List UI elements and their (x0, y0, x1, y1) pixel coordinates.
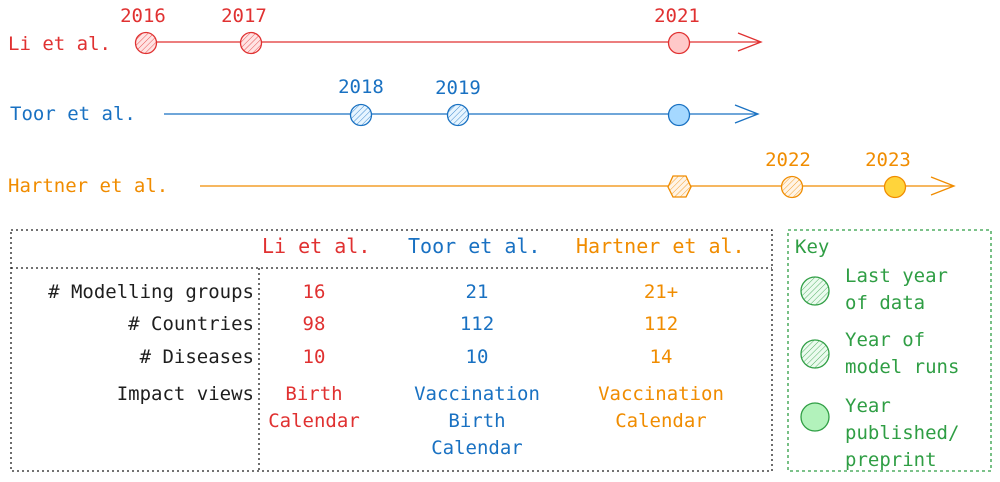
table-row-label: # Countries (128, 313, 254, 335)
hartner-marker-2021 (667, 175, 692, 198)
table-cell-line: 98 (302, 313, 326, 335)
toor-marker-2019 (446, 103, 470, 127)
toor-year-2018: 2018 (338, 76, 384, 98)
toor-marker-published (667, 103, 691, 127)
key-item-line: Year of (845, 329, 926, 351)
table-cell: 14 (650, 344, 673, 371)
table-cell: 10 (466, 344, 489, 371)
table-cell-line: Birth (285, 383, 343, 405)
key-model-runs-swatch (800, 339, 830, 369)
table-cell-line: 21 (465, 281, 489, 303)
table-cell-line: 112 (643, 313, 679, 335)
toor-marker-2018 (349, 103, 373, 127)
key-item-line: model runs (845, 356, 960, 378)
table-cell: 21 (466, 279, 489, 306)
toor-arrowhead (734, 104, 760, 124)
key-title: Key (795, 236, 830, 258)
key-swatches (800, 276, 830, 432)
table-cell: 16 (303, 279, 326, 306)
table-cell: Vaccination Calendar (598, 381, 724, 435)
hartner-arrowhead (930, 176, 956, 196)
key-item-label: Year of model runs (845, 327, 959, 381)
key-last-year-swatch (800, 276, 830, 306)
key-item-line: Year (845, 395, 891, 417)
li-year-2021: 2021 (654, 5, 700, 27)
toor-year-2019: 2019 (435, 77, 481, 99)
li-year-2017: 2017 (221, 5, 267, 27)
table-cell-line: Calendar (431, 437, 523, 459)
li-timeline-label: Li et al. (8, 33, 111, 55)
key-item-label: Last year of data (845, 263, 948, 317)
table-cell-line: Calendar (268, 410, 360, 432)
table-cell-line: 112 (459, 313, 495, 335)
li-arrowhead (737, 32, 763, 52)
li-marker-2016 (134, 31, 158, 55)
toor-timeline-label: Toor et al. (10, 103, 136, 125)
hartner-marker-2022 (780, 175, 804, 199)
li-marker-2017 (239, 31, 263, 55)
key-item-line: preprint (845, 449, 937, 471)
table-cell-line: Birth (448, 410, 506, 432)
li-marker-2021 (667, 31, 691, 55)
table-header-li: Li et al. (262, 234, 371, 258)
table-cell-line: 21+ (643, 281, 679, 303)
table-header-toor: Toor et al. (408, 234, 541, 258)
table-cell: 112 (460, 311, 494, 338)
hartner-timeline (200, 175, 956, 199)
li-year-2016: 2016 (120, 5, 166, 27)
table-cell-line: Vaccination (598, 383, 724, 405)
table-cell-line: 10 (465, 346, 489, 368)
key-item-line: published/ (845, 422, 960, 444)
table-header-hartner: Hartner et al. (576, 234, 745, 258)
hartner-timeline-label: Hartner et al. (8, 175, 169, 197)
key-item-line: Last year (845, 265, 948, 287)
table-row-label: # Diseases (139, 346, 254, 368)
table-cell: 112 (644, 311, 678, 338)
table-cell: 10 (303, 344, 326, 371)
key-item-line: of data (845, 292, 926, 314)
comparison-table-frame (10, 229, 773, 472)
table-cell-line: 16 (302, 281, 326, 303)
table-cell: Vaccination Birth Calendar (414, 381, 540, 462)
table-cell: 21+ (644, 279, 678, 306)
li-timeline (134, 31, 763, 55)
hartner-year-2022: 2022 (765, 149, 811, 171)
table-cell-line: Vaccination (414, 383, 540, 405)
table-cell-line: Calendar (615, 410, 707, 432)
hartner-year-2023: 2023 (865, 149, 911, 171)
key-item-label: Year published/preprint (845, 393, 959, 474)
hartner-marker-2023 (883, 175, 907, 199)
key-published-swatch (800, 402, 830, 432)
table-cell-line: 10 (302, 346, 326, 368)
table-cell-line: 14 (649, 346, 673, 368)
table-row-label: # Modelling groups (48, 281, 254, 303)
table-cell: 98 (303, 311, 326, 338)
toor-timeline (164, 103, 760, 127)
table-row-label: Impact views (116, 383, 254, 405)
table-cell: Birth Calendar (268, 381, 360, 435)
